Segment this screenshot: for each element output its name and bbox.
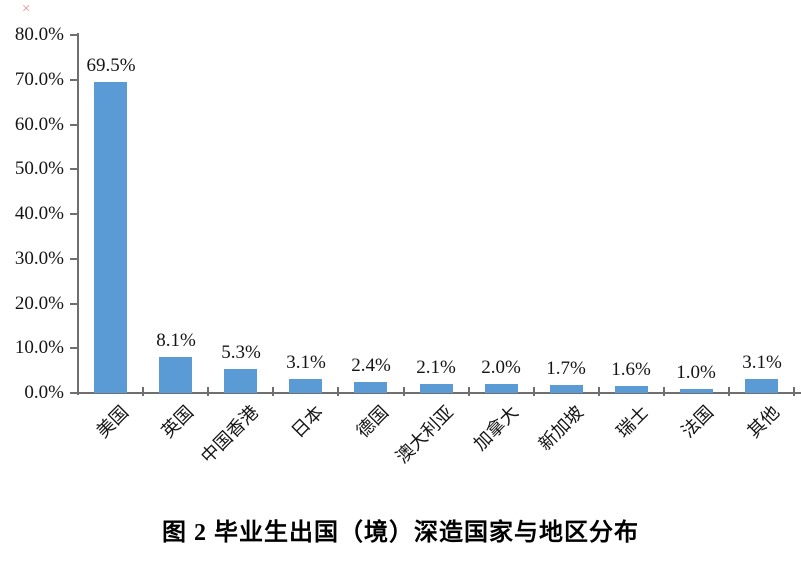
- x-axis-tick: [662, 387, 665, 396]
- bar-value-label: 1.6%: [611, 359, 651, 380]
- y-axis-tick-label: 40.0%: [14, 203, 64, 224]
- x-axis-tick: [467, 387, 470, 396]
- y-axis-tick: [70, 213, 78, 215]
- y-axis-tick: [70, 168, 78, 171]
- y-axis-tick-label: 20.0%: [14, 292, 64, 314]
- y-axis-tick-label: 60.0%: [14, 113, 64, 135]
- chart-bar: [94, 82, 127, 393]
- x-axis-category-label: 瑞士: [612, 402, 653, 442]
- chart-bar: [615, 386, 648, 393]
- chart-bar: [745, 379, 778, 393]
- y-axis-tick: [70, 392, 78, 394]
- x-axis-tick: [402, 387, 405, 396]
- x-axis-category-label: 英国: [157, 402, 197, 442]
- chart-bar: [224, 369, 257, 393]
- x-axis-category-label: 其他: [743, 402, 783, 442]
- y-axis-line: [77, 33, 79, 395]
- x-axis-category-label: 美国: [92, 402, 132, 442]
- x-axis-line: [72, 392, 801, 394]
- bar-value-label: 1.0%: [676, 362, 716, 383]
- x-axis-tick: [337, 387, 340, 396]
- chart-bar: [289, 379, 322, 393]
- x-axis-tick: [793, 387, 796, 396]
- y-axis-tick: [70, 123, 78, 126]
- x-axis-tick: [142, 387, 145, 396]
- x-axis-category-label: 日本: [287, 402, 328, 442]
- x-axis-tick: [597, 387, 600, 396]
- bar-value-label: 3.1%: [742, 352, 782, 373]
- x-axis-tick: [207, 387, 210, 396]
- y-axis-tick: [70, 347, 78, 350]
- bar-value-label: 2.1%: [416, 357, 456, 378]
- x-axis-category-label: 澳大利亚: [392, 402, 458, 468]
- chart-title: 图 2 毕业生出国（境）深造国家与地区分布: [162, 520, 639, 546]
- chart-bar: [420, 384, 453, 393]
- y-axis-tick-label: 50.0%: [14, 158, 64, 180]
- x-axis-tick: [272, 387, 275, 396]
- x-axis-category-label: 中国香港: [196, 402, 262, 468]
- x-axis-category-label: 法国: [677, 402, 718, 442]
- y-axis-tick-label: 70.0%: [14, 68, 64, 90]
- chart-bar: [354, 382, 387, 393]
- y-axis-tick: [70, 78, 78, 81]
- bar-value-label: 5.3%: [221, 342, 261, 363]
- y-axis-tick-label: 10.0%: [14, 337, 64, 359]
- x-axis-category-label: 德国: [352, 402, 393, 442]
- bar-value-label: 1.7%: [546, 358, 586, 379]
- bar-value-label: 2.0%: [481, 357, 521, 378]
- chart-bar: [680, 389, 713, 393]
- y-axis-tick: [70, 34, 78, 36]
- chart-bar: [485, 384, 518, 393]
- broken-image-icon: ×: [22, 1, 31, 17]
- y-axis-tick: [70, 257, 78, 260]
- chart-bar: [159, 357, 192, 393]
- bar-value-label: 3.1%: [286, 352, 326, 373]
- chart-bar: [550, 385, 583, 393]
- bar-value-label: 8.1%: [156, 330, 196, 351]
- y-axis-tick: [70, 302, 78, 305]
- x-axis-category-label: 新加坡: [535, 402, 588, 455]
- y-axis-tick-label: 30.0%: [14, 247, 64, 269]
- bar-value-label: 2.4%: [351, 355, 391, 376]
- x-axis-tick: [532, 387, 535, 396]
- bar-value-label: 69.5%: [86, 55, 136, 76]
- y-axis-tick-label: 0.0%: [24, 382, 64, 403]
- x-axis-tick: [728, 387, 730, 396]
- y-axis-tick-label: 80.0%: [14, 24, 64, 45]
- x-axis-category-label: 加拿大: [469, 402, 523, 455]
